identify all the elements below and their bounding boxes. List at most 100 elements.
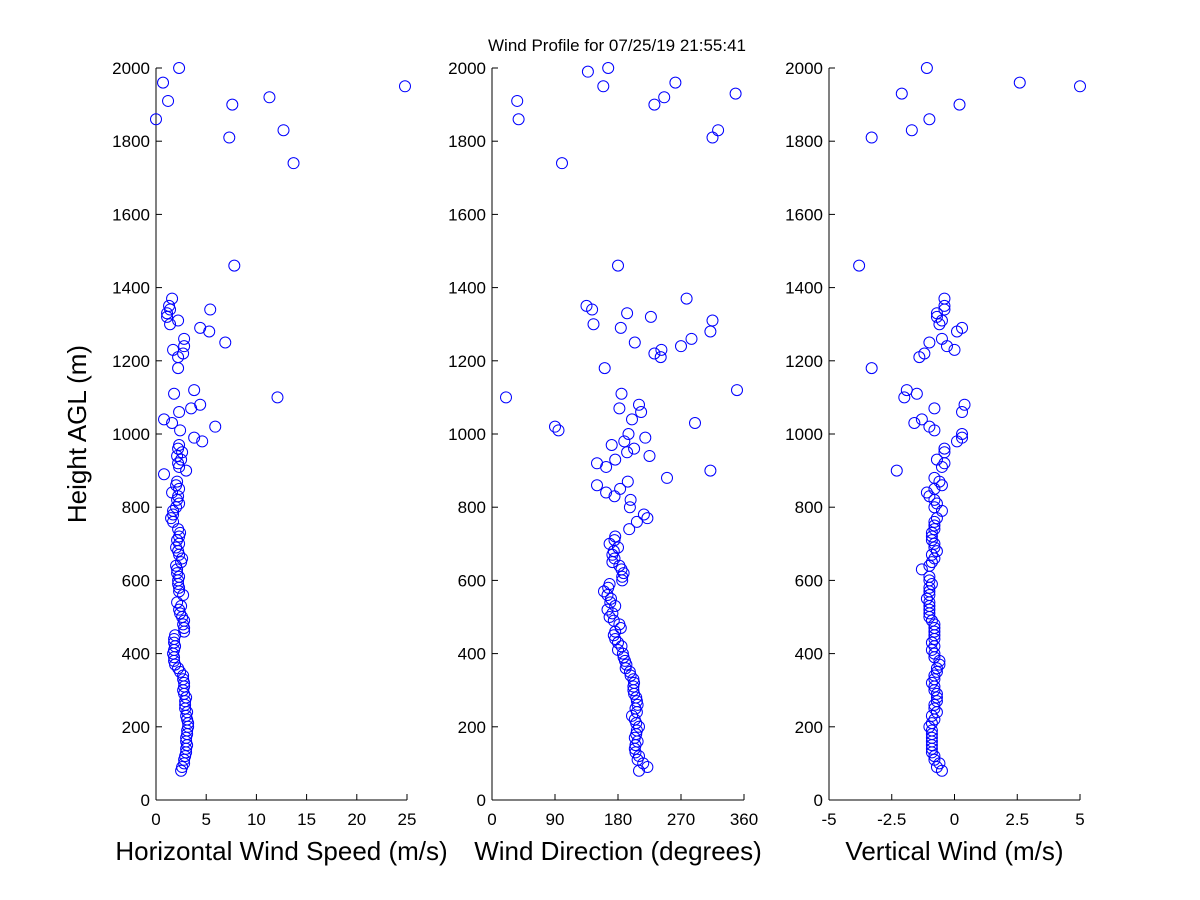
x-tick-label: 15 (297, 810, 316, 829)
data-point (639, 431, 652, 444)
data-point (958, 398, 971, 411)
data-point (615, 387, 628, 400)
data-points-speed (150, 62, 411, 777)
data-point (675, 340, 687, 353)
chart-panel-speed: 0 200 400 600 800 1000 1200 1400 1600 1800 2000 0 5 1… (62, 59, 448, 866)
data-point (581, 65, 594, 78)
data-point (925, 717, 938, 730)
data-point (608, 552, 621, 565)
data-point (930, 453, 943, 466)
data-point (928, 519, 941, 532)
data-point (263, 91, 276, 104)
y-tick-label: 400 (795, 645, 823, 664)
data-point (609, 530, 622, 543)
data-point (618, 435, 631, 448)
data-point (905, 124, 918, 137)
data-point (925, 724, 938, 737)
data-point (157, 76, 170, 89)
y-tick-label: 600 (795, 571, 823, 590)
y-tick-label: 1600 (448, 205, 486, 224)
data-point (1074, 80, 1086, 93)
data-point (925, 731, 938, 744)
x-tick-label: 270 (667, 810, 695, 829)
data-point (552, 424, 565, 437)
data-point (689, 417, 701, 430)
data-point (925, 578, 938, 591)
data-points-vertical (853, 62, 1086, 777)
data-point (630, 691, 643, 704)
y-tick-label: 1600 (112, 205, 150, 224)
data-point (603, 578, 616, 591)
x-tick-label: 0 (487, 810, 496, 829)
data-point (923, 420, 936, 433)
data-point (938, 299, 951, 312)
data-point (928, 471, 941, 484)
data-point (219, 336, 232, 349)
data-point (915, 413, 928, 426)
data-point (398, 80, 411, 93)
data-point (923, 603, 936, 616)
data-point (928, 625, 941, 638)
data-point (178, 332, 191, 345)
data-point (928, 621, 941, 634)
data-point (704, 464, 717, 477)
y-tick-label: 600 (458, 571, 486, 590)
x-tick-label: 20 (347, 810, 366, 829)
y-tick-label: 400 (458, 645, 486, 664)
data-point (643, 449, 656, 462)
y-tick-label: 800 (795, 498, 823, 517)
data-point (150, 113, 162, 126)
data-point (500, 391, 512, 404)
chart-panel-vertical: 0 200 400 600 800 1000 1200 1400 1600 1800 2000 -5 -… (785, 59, 1086, 866)
data-point (167, 504, 180, 517)
data-point (948, 343, 961, 356)
data-point (173, 406, 186, 419)
data-point (928, 523, 941, 536)
data-point (731, 384, 743, 397)
data-point (631, 698, 644, 711)
data-point (623, 665, 636, 678)
data-point (614, 321, 627, 334)
data-point (928, 501, 941, 514)
data-point (607, 614, 620, 627)
data-point (612, 259, 624, 272)
data-point (900, 384, 913, 397)
data-point (648, 347, 661, 360)
data-point (685, 332, 698, 345)
data-point (928, 702, 941, 715)
x-tick-label: -2.5 (877, 810, 906, 829)
data-point (928, 669, 941, 682)
y-tick-label: 0 (814, 791, 823, 810)
data-point (930, 545, 943, 558)
data-point (622, 428, 635, 440)
data-point (928, 541, 941, 554)
data-point (601, 603, 614, 616)
x-tick-label: 360 (730, 810, 758, 829)
data-point (930, 662, 943, 675)
data-point (164, 318, 177, 331)
data-point (188, 384, 201, 397)
y-tick-label: 1000 (112, 425, 150, 444)
data-point (171, 567, 184, 580)
data-points-direction (500, 62, 743, 777)
data-point (613, 402, 626, 415)
data-point (930, 695, 943, 708)
y-tick-label: 400 (122, 645, 150, 664)
data-point (605, 592, 617, 605)
data-point (928, 647, 941, 660)
data-point (170, 541, 183, 554)
data-point (890, 464, 903, 477)
data-point (923, 589, 936, 602)
data-point (172, 457, 185, 470)
data-point (644, 310, 657, 323)
data-point (925, 534, 938, 547)
data-point (627, 680, 640, 693)
data-point (655, 343, 668, 356)
data-point (908, 417, 921, 430)
data-point (162, 94, 175, 107)
y-tick-label: 1200 (112, 352, 150, 371)
y-tick-label: 1400 (448, 279, 486, 298)
data-point (621, 307, 634, 320)
data-point (194, 398, 207, 411)
data-point (729, 87, 742, 100)
